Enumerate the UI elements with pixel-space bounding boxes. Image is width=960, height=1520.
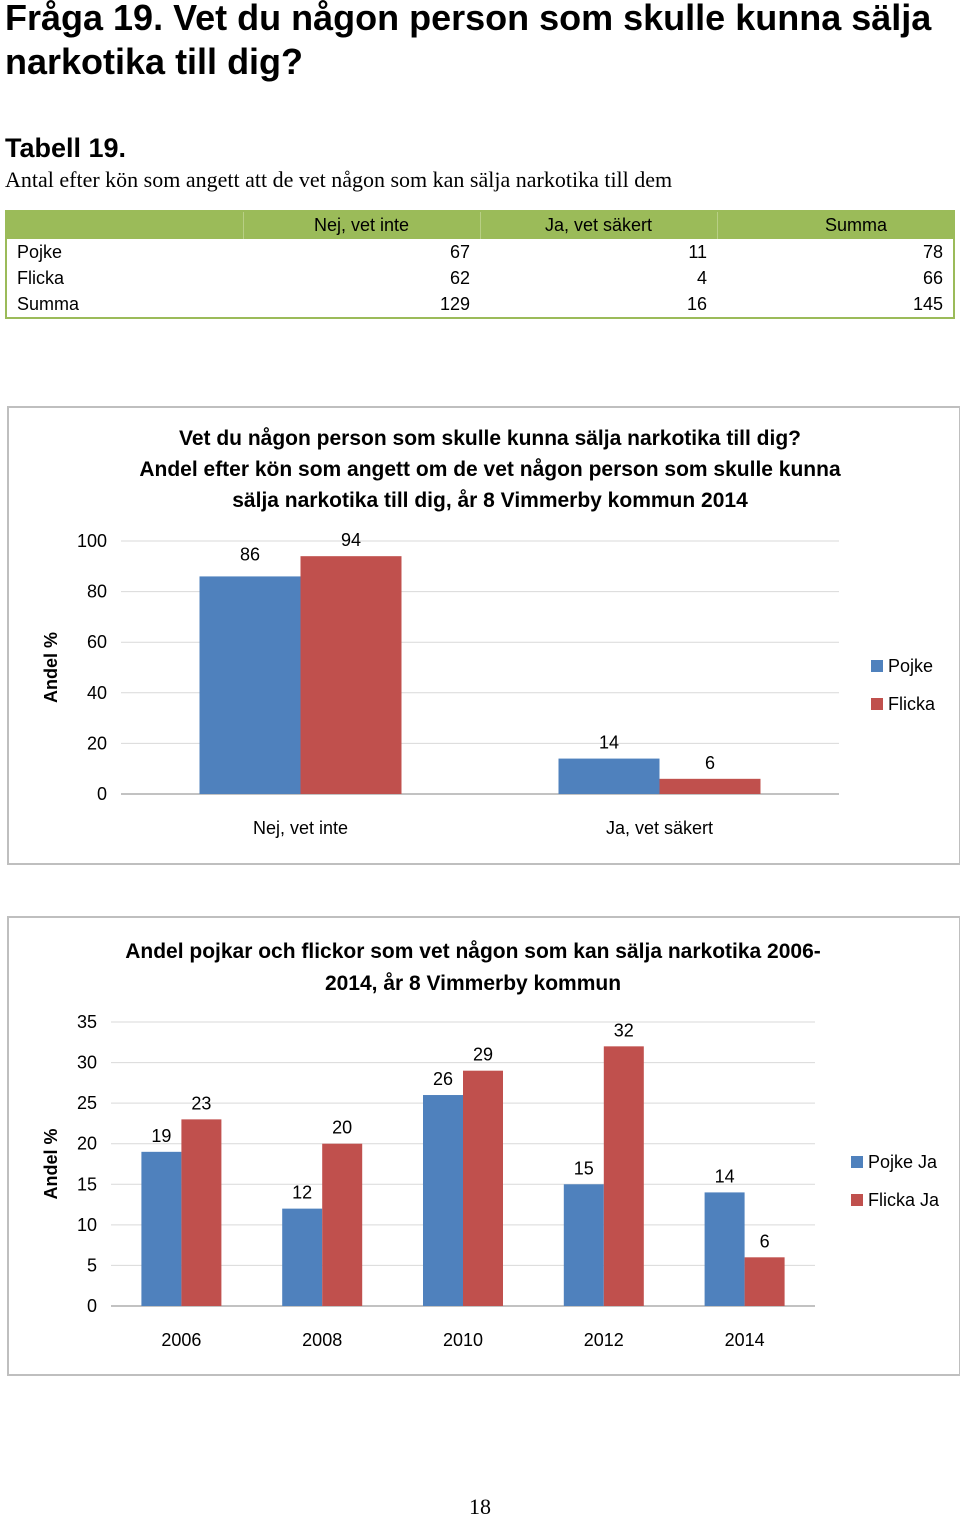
y-tick-label: 15 [77, 1174, 97, 1194]
y-axis-label: Andel % [41, 632, 61, 703]
table-cell: 62 [449, 267, 470, 288]
y-tick-label: 5 [87, 1255, 97, 1275]
x-tick-label: 2006 [161, 1330, 201, 1350]
bar-flicka-ja [463, 1070, 503, 1306]
chart-title-line: Vet du någon person som skulle kunna säl… [179, 427, 801, 450]
bar-flicka-ja [744, 1257, 785, 1306]
table-cell: 16 [686, 293, 707, 314]
data-label: 23 [191, 1093, 211, 1113]
row-label: Pojke [17, 241, 63, 262]
y-tick-label: 35 [77, 1012, 97, 1032]
table-cell: 145 [912, 293, 943, 314]
x-tick-label: 2014 [725, 1330, 765, 1350]
bar-pojke-ja [563, 1184, 604, 1306]
chart-title-line: 2014, år 8 Vimmerby kommun [325, 972, 621, 995]
y-tick-label: 80 [87, 582, 107, 602]
bar-flicka [659, 778, 761, 794]
x-tick-label: Nej, vet inte [253, 818, 348, 838]
bar-flicka-ja [603, 1046, 644, 1306]
data-label: 86 [240, 544, 260, 564]
results-table: Nej, vet inte Ja, vet säkert Summa Pojke… [5, 210, 955, 319]
table-cell: 66 [922, 267, 943, 288]
data-label: 19 [151, 1126, 171, 1146]
y-axis-label: Andel % [41, 1128, 61, 1199]
table-cell: 4 [696, 267, 707, 288]
data-label: 32 [614, 1020, 634, 1040]
legend-label: Flicka Ja [868, 1190, 940, 1210]
bar-flicka-ja [322, 1143, 363, 1306]
question-heading: Fråga 19. Vet du någon person som skulle… [5, 0, 932, 82]
legend-swatch [851, 1194, 863, 1206]
table-header-row: Nej, vet inte Ja, vet säkert Summa [6, 211, 954, 239]
y-tick-label: 60 [87, 632, 107, 652]
chart-2014-svg: Vet du någon person som skulle kunna säl… [41, 427, 936, 838]
legend-label: Flicka [888, 694, 936, 714]
y-tick-label: 0 [97, 784, 107, 804]
bar-pojke [199, 576, 301, 794]
x-tick-label: 2012 [584, 1330, 624, 1350]
bar-pojke-ja [282, 1208, 323, 1306]
y-tick-label: 10 [77, 1215, 97, 1235]
y-tick-label: 20 [77, 1134, 97, 1154]
page-number: 18 [469, 1494, 491, 1519]
row-label: Flicka [17, 267, 65, 288]
data-label: 14 [599, 733, 619, 753]
table-cell: 67 [449, 241, 470, 262]
bar-flicka [300, 556, 402, 794]
legend-label: Pojke [888, 656, 933, 676]
header-cell-summa: Summa [717, 211, 954, 239]
y-tick-label: 25 [77, 1093, 97, 1113]
table-cell: 11 [688, 241, 707, 262]
x-tick-label: 2008 [302, 1330, 342, 1350]
table-row: Pojke 67 11 78 [6, 239, 954, 265]
y-tick-label: 20 [87, 733, 107, 753]
table-title: Tabell 19. [5, 133, 127, 163]
data-label: 29 [473, 1045, 493, 1065]
chart-2014-frame: Vet du någon person som skulle kunna säl… [7, 406, 960, 865]
chart-title-line: sälja narkotika till dig, år 8 Vimmerby … [232, 489, 748, 512]
table-row: Summa 129 16 145 [6, 291, 954, 318]
data-label: 6 [760, 1231, 770, 1251]
bar-pojke-ja [704, 1192, 745, 1306]
header-cell-ja: Ja, vet säkert [480, 211, 718, 239]
table-cell: 129 [439, 293, 470, 314]
y-tick-label: 0 [87, 1296, 97, 1316]
data-label: 26 [433, 1069, 453, 1089]
header-cell-nej: Nej, vet inte [243, 211, 481, 239]
data-label: 94 [341, 530, 361, 550]
row-label: Summa [17, 293, 80, 314]
bar-pojke-ja [423, 1095, 463, 1306]
x-tick-label: 2010 [443, 1330, 483, 1350]
table-row: Flicka 62 4 66 [6, 265, 954, 291]
legend-swatch [871, 698, 883, 710]
y-tick-label: 40 [87, 683, 107, 703]
bar-pojke [558, 758, 660, 794]
header-cell-empty [6, 211, 244, 239]
x-tick-label: Ja, vet säkert [606, 818, 713, 838]
chart-title-line: Andel pojkar och flickor som vet någon s… [125, 940, 821, 963]
data-label: 15 [574, 1158, 594, 1178]
data-label: 6 [705, 753, 715, 773]
data-label: 12 [292, 1183, 312, 1203]
table-caption: Antal efter kön som angett att de vet nå… [5, 167, 673, 192]
y-tick-label: 30 [77, 1053, 97, 1073]
legend-swatch [871, 660, 883, 672]
chart-trend-frame: Andel pojkar och flickor som vet någon s… [7, 916, 960, 1376]
table-cell: 78 [922, 241, 943, 262]
bar-pojke-ja [141, 1151, 182, 1306]
bar-flicka-ja [181, 1119, 222, 1306]
data-label: 20 [332, 1118, 352, 1138]
y-tick-label: 100 [77, 531, 107, 551]
chart-title-line: Andel efter kön som angett om de vet någ… [139, 458, 841, 481]
legend-label: Pojke Ja [868, 1152, 938, 1172]
legend-swatch [851, 1156, 863, 1168]
data-label: 14 [715, 1166, 735, 1186]
chart-trend-svg: Andel pojkar och flickor som vet någon s… [41, 940, 940, 1350]
